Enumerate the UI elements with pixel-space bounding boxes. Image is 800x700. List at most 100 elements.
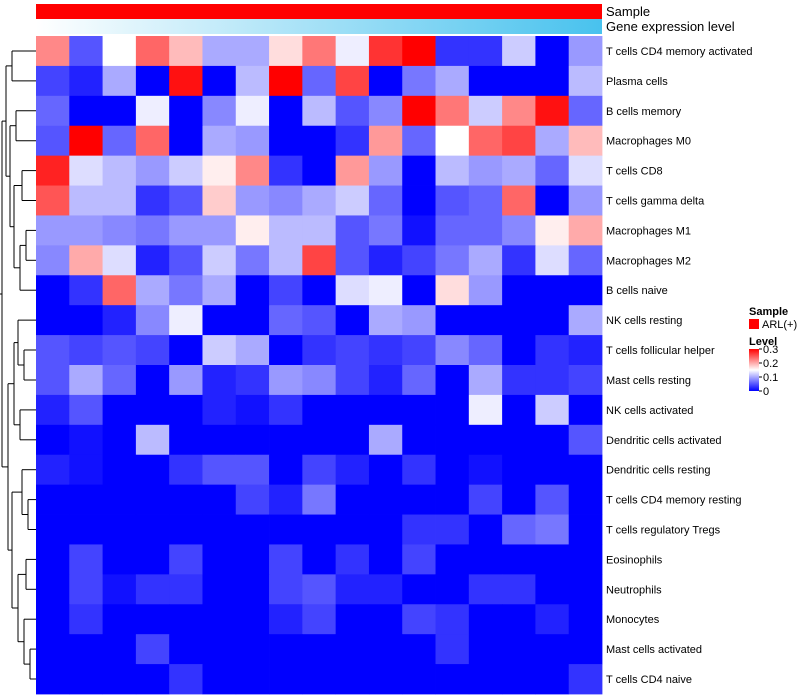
heatmap-cell: [368, 574, 403, 605]
heatmap-cell: [36, 574, 70, 605]
heatmap-cell: [568, 484, 603, 515]
heatmap-cell: [435, 245, 470, 276]
heatmap-cell: [568, 245, 603, 276]
heatmap-cell: [235, 335, 270, 366]
heatmap-cell: [368, 454, 403, 486]
legend-level-colorbar: [749, 349, 759, 391]
heatmap-cell: [169, 155, 203, 186]
heatmap-cell: [402, 424, 436, 456]
heatmap-cell: [535, 65, 570, 97]
heatmap-cell: [202, 215, 237, 246]
heatmap-cell: [202, 125, 237, 157]
heatmap-cell: [435, 305, 470, 336]
heatmap-cell: [69, 484, 103, 515]
heatmap-cell: [36, 544, 70, 575]
row-label: B cells memory: [606, 106, 682, 118]
heatmap-cell: [568, 275, 603, 306]
heatmap-cell: [335, 155, 370, 186]
heatmap-cell: [535, 514, 570, 545]
heatmap-cell: [36, 275, 70, 306]
heatmap-cell: [502, 424, 536, 456]
heatmap-cell: [135, 574, 170, 605]
heatmap-cell: [302, 484, 337, 515]
heatmap-cell: [69, 275, 103, 306]
heatmap-cell: [535, 634, 570, 665]
heatmap-cell: [335, 424, 370, 456]
heatmap-cell: [36, 36, 70, 67]
heatmap-cell: [468, 36, 503, 67]
heatmap-cell: [435, 604, 470, 635]
heatmap-cell: [169, 424, 203, 456]
heatmap-cell: [402, 484, 436, 515]
heatmap-cell: [269, 65, 303, 97]
heatmap-cell: [169, 305, 203, 336]
heatmap-cell: [435, 275, 470, 306]
heatmap-cell: [36, 664, 70, 695]
heatmap-cell: [568, 155, 603, 186]
heatmap-cell: [36, 634, 70, 665]
heatmap-cell: [468, 514, 503, 545]
heatmap-cell: [535, 335, 570, 366]
heatmap-cell: [69, 664, 103, 695]
heatmap-cell: [368, 365, 403, 396]
heatmap-cell: [535, 544, 570, 575]
heatmap-cell: [535, 365, 570, 396]
legend: Sample ARL(+) Level 0.3 0.2 0.1 0: [749, 306, 797, 398]
heatmap-cell: [535, 484, 570, 515]
heatmap-cell: [402, 155, 436, 186]
heatmap-cell: [202, 664, 237, 695]
heatmap-cell: [169, 454, 203, 486]
heatmap-cell: [102, 394, 137, 426]
heatmap-cell: [568, 95, 603, 127]
heatmap-cell: [269, 305, 303, 336]
heatmap-cell: [235, 365, 270, 396]
heatmap-cell: [202, 36, 237, 67]
heatmap-cell: [202, 95, 237, 127]
heatmap-cell: [435, 36, 470, 67]
heatmap-cell: [502, 125, 536, 157]
heatmap-cell: [368, 604, 403, 635]
heatmap-cell: [36, 335, 70, 366]
heatmap-cell: [468, 185, 503, 216]
heatmap-cell: [335, 305, 370, 336]
heatmap-cell: [368, 185, 403, 216]
row-label: Plasma cells: [606, 76, 668, 88]
heatmap-cell: [502, 65, 536, 97]
heatmap-cell: [69, 365, 103, 396]
heatmap-cell: [468, 305, 503, 336]
heatmap-cell: [135, 65, 170, 97]
heatmap-cell: [235, 95, 270, 127]
heatmap-cell: [69, 215, 103, 246]
heatmap-cell: [202, 335, 237, 366]
heatmap-cell: [36, 95, 70, 127]
heatmap-cell: [135, 514, 170, 545]
heatmap-cell: [402, 125, 436, 157]
heatmap-cell: [502, 664, 536, 695]
heatmap-cell: [202, 454, 237, 486]
heatmap-cell: [69, 544, 103, 575]
heatmap-cell: [335, 574, 370, 605]
heatmap-cell: [102, 275, 137, 306]
heatmap-cell: [135, 544, 170, 575]
heatmap-cell: [468, 65, 503, 97]
heatmap-cell: [335, 275, 370, 306]
heatmap-cell: [502, 305, 536, 336]
heatmap-cell: [468, 634, 503, 665]
heatmap-cell: [468, 454, 503, 486]
heatmap-cell: [102, 245, 137, 276]
heatmap-cell: [468, 484, 503, 515]
row-label: T cells CD4 naive: [606, 674, 692, 686]
heatmap-cell: [535, 155, 570, 186]
heatmap-cell: [169, 335, 203, 366]
heatmap-cell: [202, 245, 237, 276]
heatmap-cell: [135, 394, 170, 426]
heatmap-cell: [435, 514, 470, 545]
heatmap-cell: [568, 335, 603, 366]
heatmap-cell: [302, 36, 337, 67]
heatmap-cell: [169, 514, 203, 545]
heatmap-cell: [202, 604, 237, 635]
heatmap-cells: [36, 36, 603, 695]
heatmap-cell: [468, 365, 503, 396]
heatmap-cell: [36, 125, 70, 157]
heatmap-cell: [69, 574, 103, 605]
